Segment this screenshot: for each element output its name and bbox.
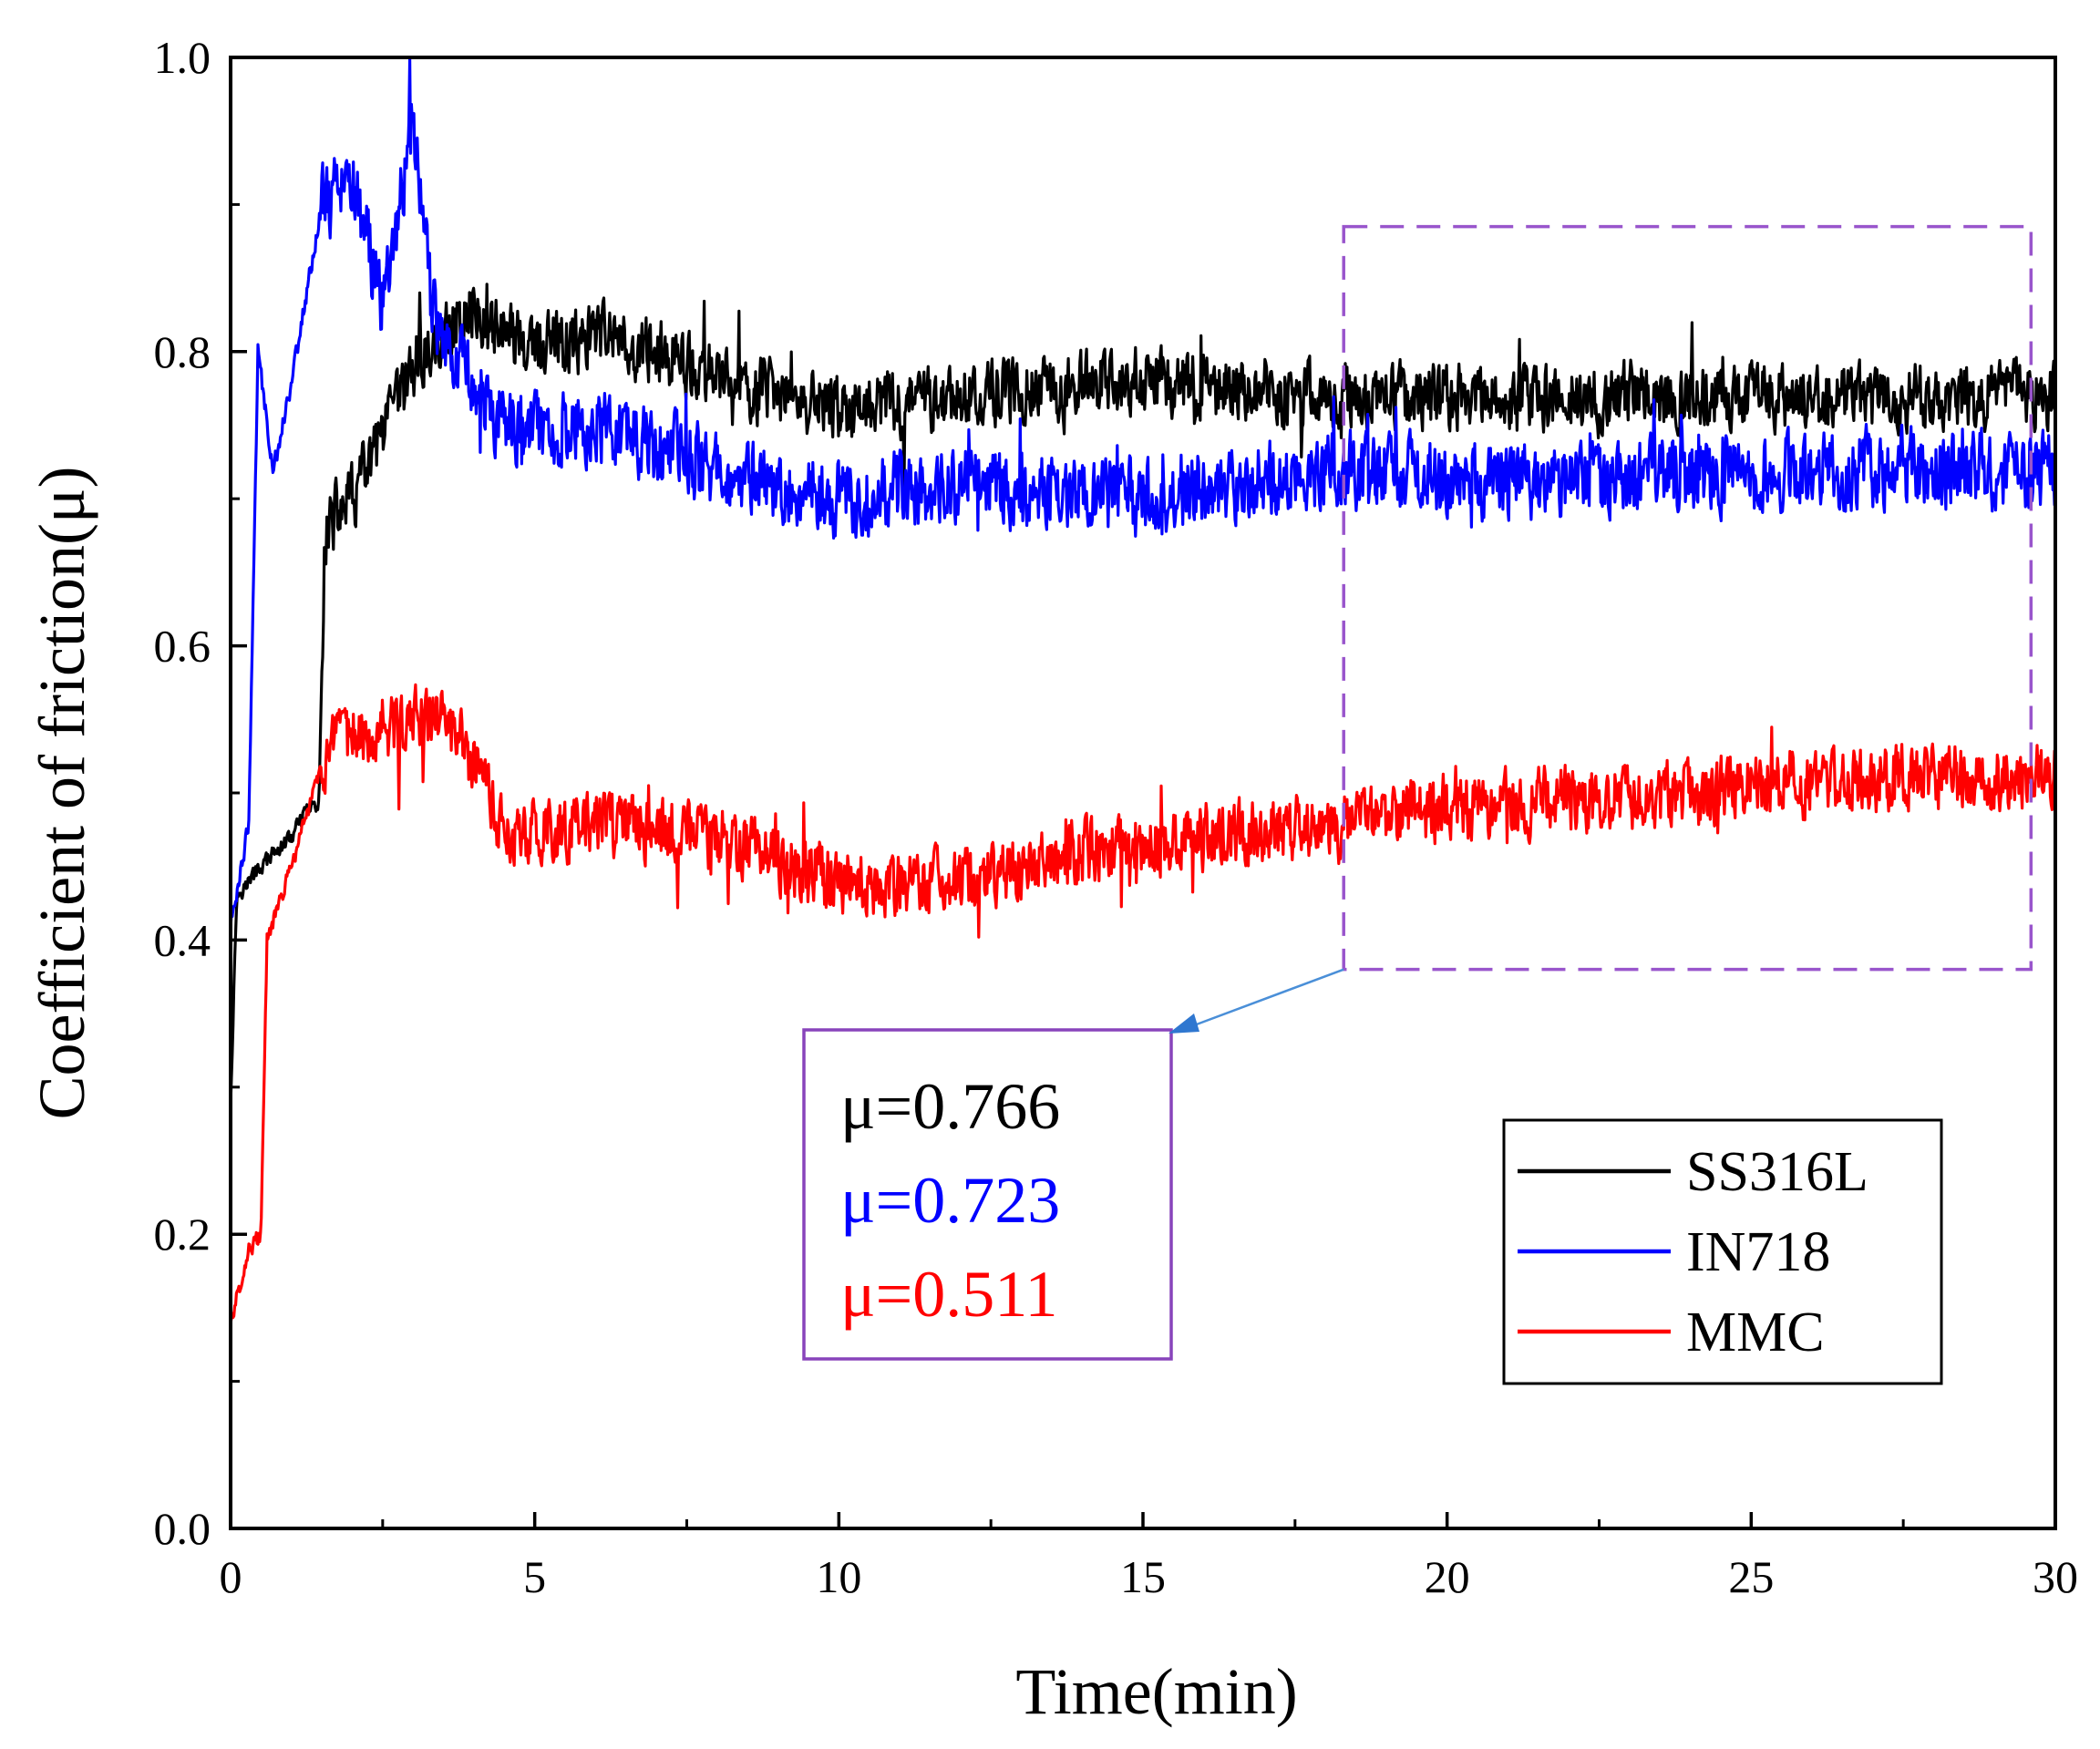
x-tick-label: 5 (523, 1551, 546, 1602)
series-line-ss316l (229, 283, 2057, 1106)
x-tick-label: 20 (1425, 1551, 1470, 1602)
callout-arrowhead (1168, 1013, 1199, 1034)
series-line-in718 (229, 57, 2057, 929)
highlight-region-box (1342, 224, 2033, 972)
callout-arrow-line (1186, 968, 1344, 1030)
y-tick-label: 0.0 (154, 1503, 211, 1554)
axes-layer: 0 5 10 15 20 25 30 0.0 0.2 0.4 0.6 0.8 1.0 Time(min) C… (26, 32, 2078, 1728)
mean-values-box (802, 1028, 1173, 1361)
legend-label-ss316l: SS316L (1686, 1141, 1868, 1203)
y-tick-label: 0.2 (154, 1209, 211, 1260)
series-layer (229, 57, 2057, 1325)
annotation-layer: μ=0.766 μ=0.723 μ=0.511 (802, 224, 2033, 1361)
mean-value-in718: μ=0.723 (840, 1164, 1060, 1237)
series-line-mmc (229, 683, 2057, 1325)
x-tick-label: 30 (2033, 1551, 2078, 1602)
legend-label-mmc: MMC (1686, 1301, 1825, 1363)
y-tick-label: 0.4 (154, 914, 211, 965)
legend: SS316L IN718 MMC (1502, 1118, 1943, 1385)
x-tick-label: 10 (816, 1551, 861, 1602)
y-axis-title: Coefficient of friction(μ) (26, 466, 98, 1119)
legend-label-in718: IN718 (1686, 1221, 1830, 1283)
y-tick-label: 0.6 (154, 621, 211, 672)
x-tick-label: 15 (1120, 1551, 1166, 1602)
x-tick-label: 0 (220, 1551, 242, 1602)
mean-value-mmc: μ=0.511 (840, 1258, 1058, 1331)
mean-value-ss316l: μ=0.766 (840, 1070, 1060, 1143)
y-tick-label: 1.0 (154, 32, 211, 83)
x-axis-title: Time(min) (1015, 1655, 1297, 1728)
y-tick-label: 0.8 (154, 326, 211, 377)
x-tick-label: 25 (1728, 1551, 1774, 1602)
